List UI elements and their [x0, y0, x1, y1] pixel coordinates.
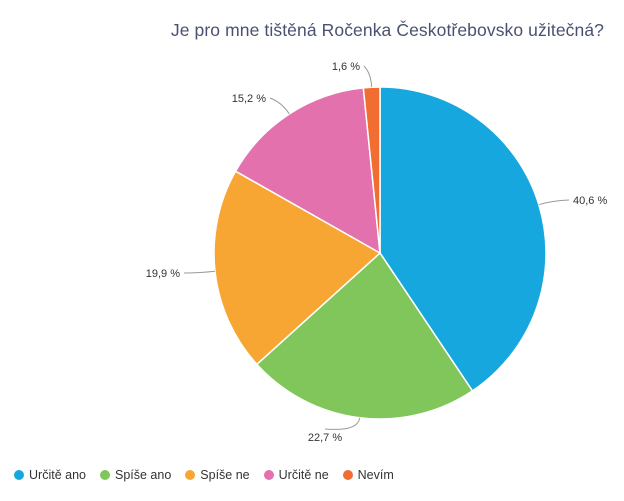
legend-marker: [185, 470, 196, 480]
leader-line-1: [538, 199, 570, 206]
leader-line-4: [269, 97, 290, 115]
legend: Určitě ano Spíše ano Spíše ne Určitě ne Neví…: [14, 468, 394, 482]
legend-label: Spíše ano: [114, 468, 172, 482]
leader-line-2: [324, 417, 361, 430]
legend-item-5[interactable]: Nevím: [342, 468, 394, 482]
leader-line-3: [183, 270, 216, 274]
chart-title: Je pro mne tištěná Ročenka Českotřebovsk…: [170, 20, 604, 40]
legend-label: Spíše ne: [200, 468, 250, 482]
data-label-2: 22,7 %: [308, 432, 342, 444]
pie-slice-1: [379, 86, 547, 392]
leader-line-5: [363, 65, 373, 88]
legend-label: Určitě ne: [278, 468, 329, 482]
legend-label: Nevím: [357, 468, 394, 482]
legend-marker: [263, 470, 274, 480]
legend-item-1[interactable]: Určitě ano: [14, 468, 86, 482]
pie-slice-4: [234, 87, 381, 255]
pie-slice-2: [255, 251, 474, 420]
data-label-3: 19,9 %: [146, 268, 180, 280]
legend-marker: [99, 470, 110, 480]
data-label-4: 15,2 %: [232, 93, 266, 105]
legend-marker: [342, 470, 353, 480]
legend-item-2[interactable]: Spíše ano: [99, 468, 172, 482]
legend-marker: [14, 470, 24, 480]
data-label-1: 40,6 %: [573, 195, 607, 207]
data-label-5: 1,6 %: [332, 61, 360, 73]
legend-label: Určitě ano: [29, 468, 86, 482]
legend-item-3[interactable]: Spíše ne: [185, 468, 250, 482]
legend-item-4[interactable]: Určitě ne: [263, 468, 329, 482]
